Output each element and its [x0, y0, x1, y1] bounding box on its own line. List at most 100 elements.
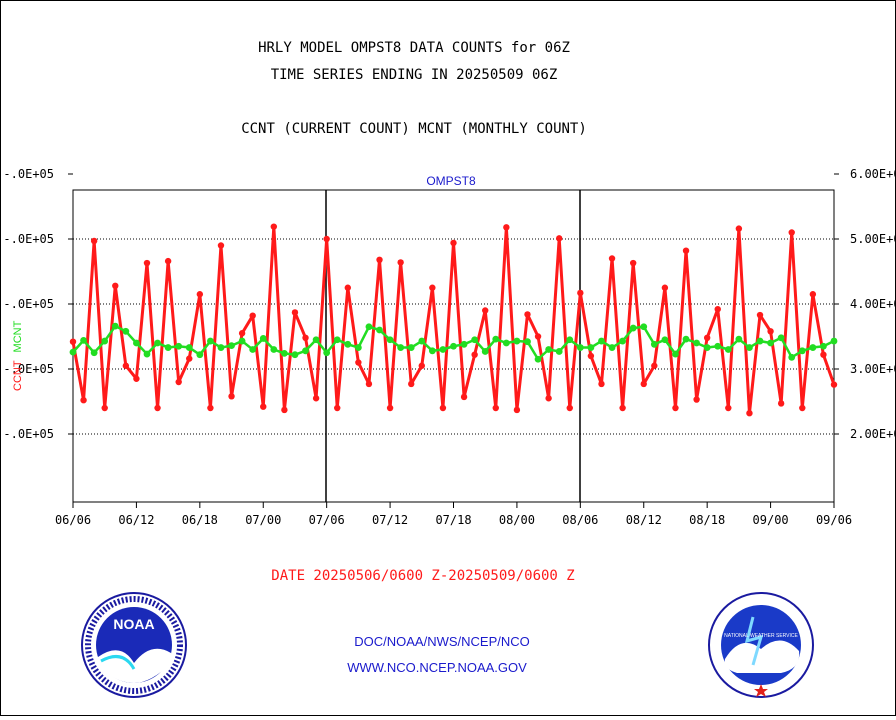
- data-point: [524, 311, 531, 318]
- data-point: [228, 393, 235, 400]
- data-point: [259, 335, 267, 342]
- data-point: [407, 344, 415, 351]
- data-point: [418, 337, 426, 345]
- nws-logo-text: NATIONAL WEATHER SERVICE: [724, 633, 798, 639]
- data-point: [566, 404, 573, 412]
- data-point: [450, 239, 457, 247]
- y-left-tick-label: -.0E+05: [3, 167, 54, 181]
- data-point: [238, 337, 246, 345]
- data-point: [450, 342, 457, 350]
- data-point: [619, 404, 626, 412]
- data-point: [280, 350, 288, 357]
- data-point: [143, 350, 151, 358]
- y-right-tick-label: 6.00E+0: [850, 167, 895, 181]
- data-point: [101, 337, 109, 345]
- y-right-tick-label: 5.00E+0: [850, 232, 895, 246]
- data-point: [408, 380, 415, 388]
- data-point: [185, 344, 193, 351]
- data-point: [830, 337, 838, 345]
- data-point: [397, 344, 405, 351]
- data-point: [608, 255, 616, 262]
- data-point: [629, 259, 637, 267]
- data-point: [429, 284, 436, 291]
- data-point: [672, 350, 679, 358]
- noaa-logo-text: NOAA: [113, 616, 154, 632]
- data-point: [693, 339, 700, 347]
- series-ccnt: [69, 223, 838, 417]
- data-point: [682, 335, 690, 343]
- data-point: [460, 393, 468, 401]
- data-point: [439, 404, 447, 412]
- data-point: [777, 334, 785, 342]
- data-point: [291, 309, 299, 316]
- data-point: [175, 378, 182, 386]
- data-point: [175, 342, 183, 350]
- data-point: [788, 353, 796, 361]
- data-point: [767, 339, 774, 347]
- data-point: [323, 235, 330, 243]
- data-point: [799, 404, 806, 412]
- data-point: [122, 362, 130, 369]
- plot-title: OMPST8: [426, 174, 476, 188]
- data-point: [80, 337, 87, 344]
- data-point: [555, 235, 563, 242]
- org-text: DOC/NOAA/NWS/NCEP/NCO: [354, 634, 530, 649]
- data-point: [365, 323, 373, 331]
- series-mcnt: [69, 322, 838, 363]
- data-point: [90, 349, 98, 357]
- data-point: [482, 307, 489, 314]
- data-point: [323, 349, 331, 357]
- data-point: [629, 324, 637, 332]
- data-point: [820, 351, 827, 358]
- data-point: [513, 406, 521, 414]
- x-tick-label: 09/00: [753, 513, 789, 527]
- data-point: [260, 403, 267, 410]
- x-tick-label: 06/06: [55, 513, 91, 527]
- data-point: [228, 342, 235, 349]
- data-point: [196, 351, 204, 359]
- data-point: [249, 346, 257, 353]
- data-point: [809, 291, 817, 298]
- data-point: [492, 335, 500, 343]
- data-point: [386, 336, 394, 344]
- data-point: [587, 352, 595, 360]
- data-point: [576, 344, 584, 351]
- y-left-ticks: -.0E+05 -.0E+05 -.0E+05 -.0E+05 -.0E+05: [3, 167, 73, 441]
- x-tick-label: 07/12: [372, 513, 408, 527]
- data-point: [640, 380, 647, 388]
- data-point: [693, 396, 700, 403]
- data-point: [418, 362, 425, 369]
- data-point: [735, 335, 743, 343]
- data-point: [703, 334, 711, 341]
- data-point: [207, 404, 214, 412]
- data-point: [154, 404, 161, 412]
- data-point: [312, 395, 320, 402]
- data-point: [376, 256, 383, 263]
- y-label-mcnt: MCNT: [12, 320, 24, 352]
- data-point: [69, 338, 77, 345]
- data-point: [608, 344, 616, 351]
- data-point: [386, 404, 394, 412]
- data-point: [217, 242, 225, 249]
- data-point: [355, 359, 362, 366]
- header-line-1: HRLY MODEL OMPST8 DATA COUNTS for 06Z: [258, 40, 570, 56]
- data-point: [809, 344, 817, 351]
- y-right-tick-label: 2.00E+0: [850, 427, 895, 441]
- data-point: [513, 337, 521, 345]
- data-point: [725, 404, 732, 412]
- data-point: [143, 259, 151, 267]
- data-point: [651, 362, 658, 369]
- data-point: [111, 322, 119, 330]
- y-axis-label: CCNT MCNT: [12, 320, 24, 391]
- x-tick-label: 08/06: [562, 513, 598, 527]
- x-tick-label: 07/18: [435, 513, 471, 527]
- data-point: [80, 397, 87, 404]
- data-point: [270, 223, 278, 230]
- x-tick-label: 06/18: [182, 513, 218, 527]
- header-line-3: CCNT (CURRENT COUNT) MCNT (MONTHLY COUNT…: [241, 121, 587, 137]
- x-ticks: 06/06 06/12 06/18 07/00 07/06 07/12 07/18 08/00…: [55, 502, 852, 527]
- y-left-tick-label: -.0E+05: [3, 427, 54, 441]
- data-point: [555, 348, 563, 355]
